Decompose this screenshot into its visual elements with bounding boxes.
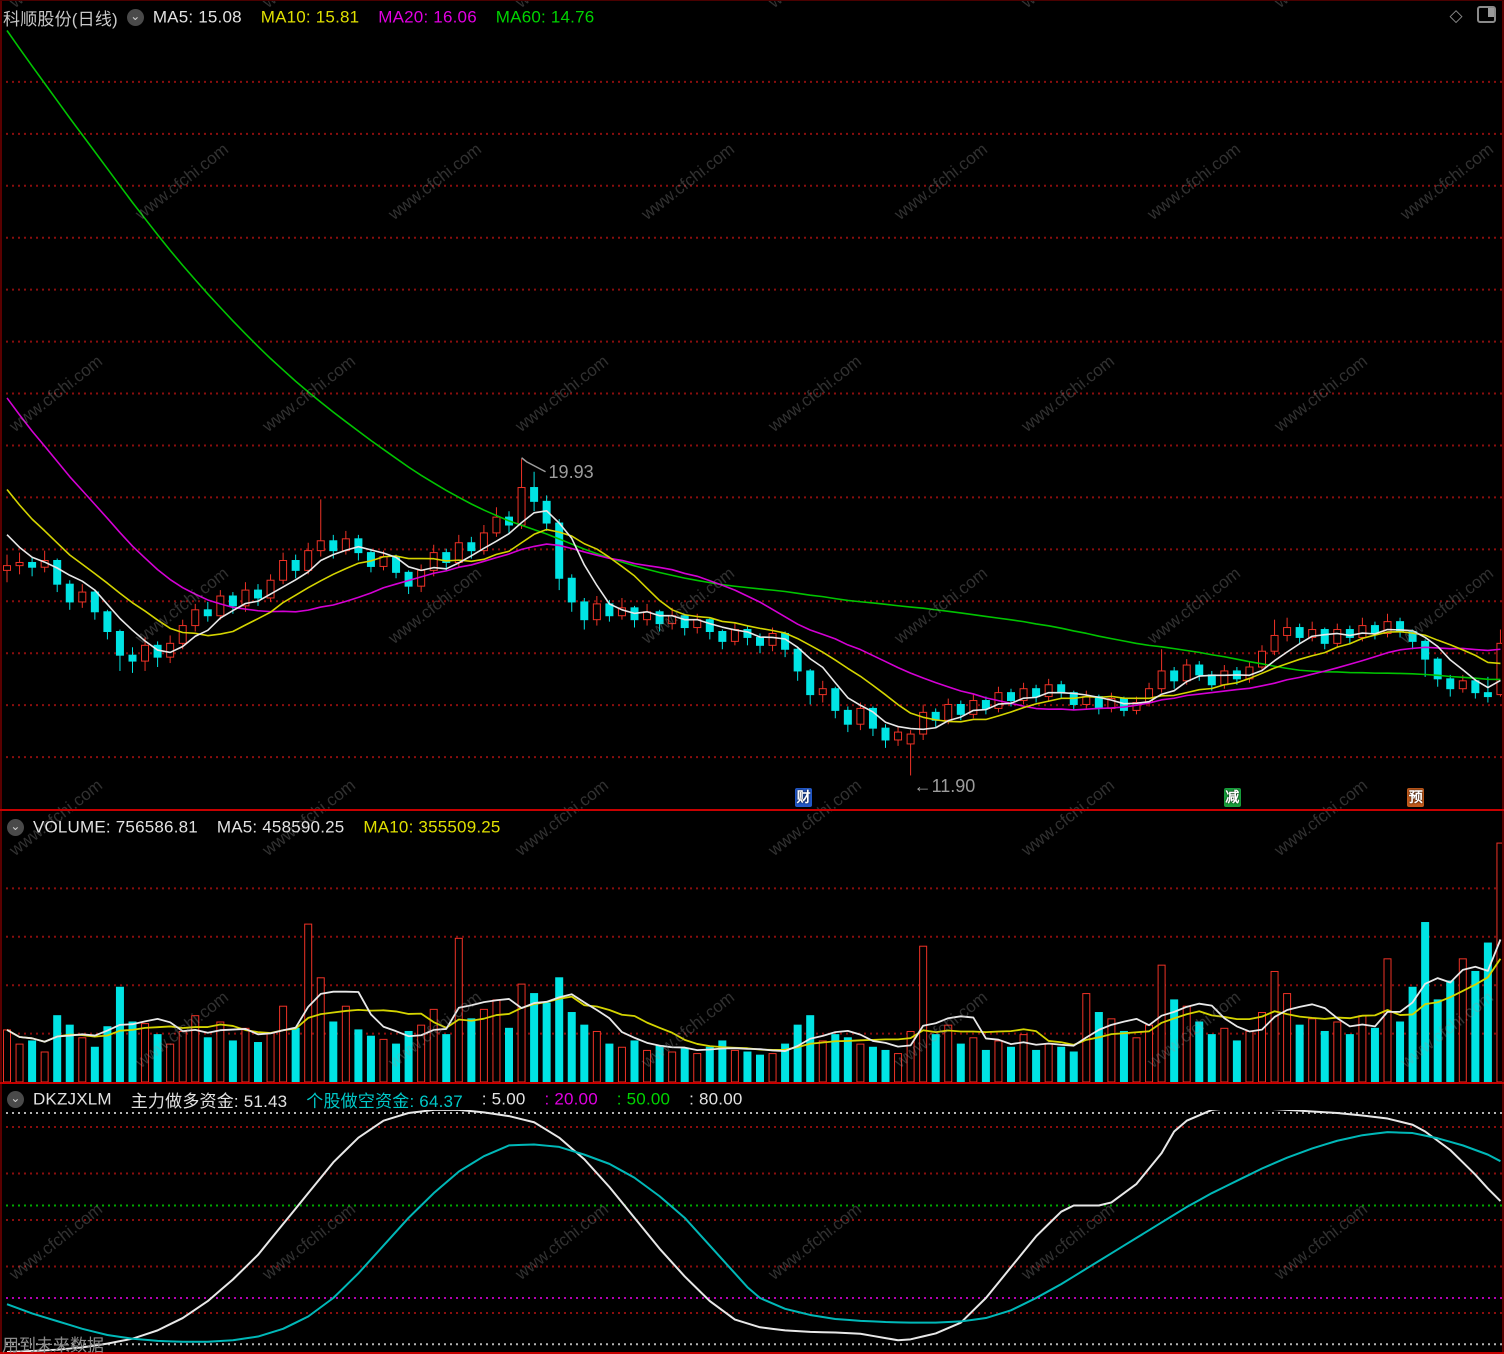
volume-ma10: MA10: 355509.25: [363, 817, 501, 837]
candlestick-panel[interactable]: [0, 30, 1504, 809]
ma60-legend: MA60: 14.76: [495, 7, 595, 27]
news-marker-cai[interactable]: 财: [795, 788, 813, 807]
dk-ref-50: : 50.00: [616, 1089, 671, 1109]
volume-panel[interactable]: [0, 840, 1504, 1082]
left-border: [0, 0, 2, 1354]
window-split-icon[interactable]: [1477, 6, 1496, 23]
collapse-chevron-icon[interactable]: ⌄: [7, 819, 24, 837]
main-chart-header: 科顺股份(日线) ⌄ MA5: 15.08 MA10: 15.81 MA20: …: [3, 5, 594, 30]
indicator-header: ⌄ DKZJXLM 主力做多资金: 51.43 个股做空资金: 64.37 : …: [3, 1087, 743, 1112]
panel-separator: [0, 1082, 1504, 1084]
bottom-border: [0, 1352, 1504, 1354]
dk-short-value: 个股做空资金: 64.37: [306, 1092, 463, 1111]
indicator-panel[interactable]: [0, 1110, 1504, 1352]
ma20-legend: MA20: 16.06: [378, 7, 477, 27]
window-controls: ◇: [1449, 6, 1496, 26]
dk-long-value: 主力做多资金: 51.43: [130, 1092, 288, 1111]
ma10-legend: MA10: 15.81: [260, 7, 360, 27]
indicator-name: DKZJXLM: [32, 1089, 112, 1109]
right-border: [1502, 0, 1504, 1354]
dk-ref-20: : 20.00: [544, 1089, 598, 1109]
watermark-text: www.cfchi.com: [1018, 0, 1119, 12]
watermark-text: www.cfchi.com: [1271, 0, 1372, 12]
news-marker-yu[interactable]: 预: [1407, 788, 1425, 807]
price-annotation-high: 19.93: [548, 461, 594, 482]
collapse-chevron-icon[interactable]: ⌄: [126, 9, 144, 26]
price-annotation-low: ←11.90: [913, 776, 976, 797]
dk-ref-5: : 5.00: [481, 1089, 526, 1109]
panel-separator: [0, 809, 1504, 811]
watermark-text: www.cfchi.com: [765, 0, 866, 12]
collapse-chevron-icon[interactable]: ⌄: [7, 1091, 24, 1108]
volume-header: ⌄ VOLUME: 756586.81 MA5: 458590.25 MA10:…: [3, 817, 501, 838]
top-border: [0, 0, 1504, 1]
stock-title: 科顺股份(日线): [3, 10, 118, 29]
ma5-legend: MA5: 15.08: [152, 7, 242, 27]
news-marker-jian[interactable]: 减: [1223, 788, 1241, 807]
dk-ref-80: : 80.00: [689, 1089, 743, 1109]
future-data-note: 用到未来数据: [2, 1336, 104, 1354]
volume-ma5: MA5: 458590.25: [216, 817, 345, 837]
volume-value: VOLUME: 756586.81: [32, 817, 198, 837]
diamond-icon[interactable]: ◇: [1449, 6, 1463, 25]
